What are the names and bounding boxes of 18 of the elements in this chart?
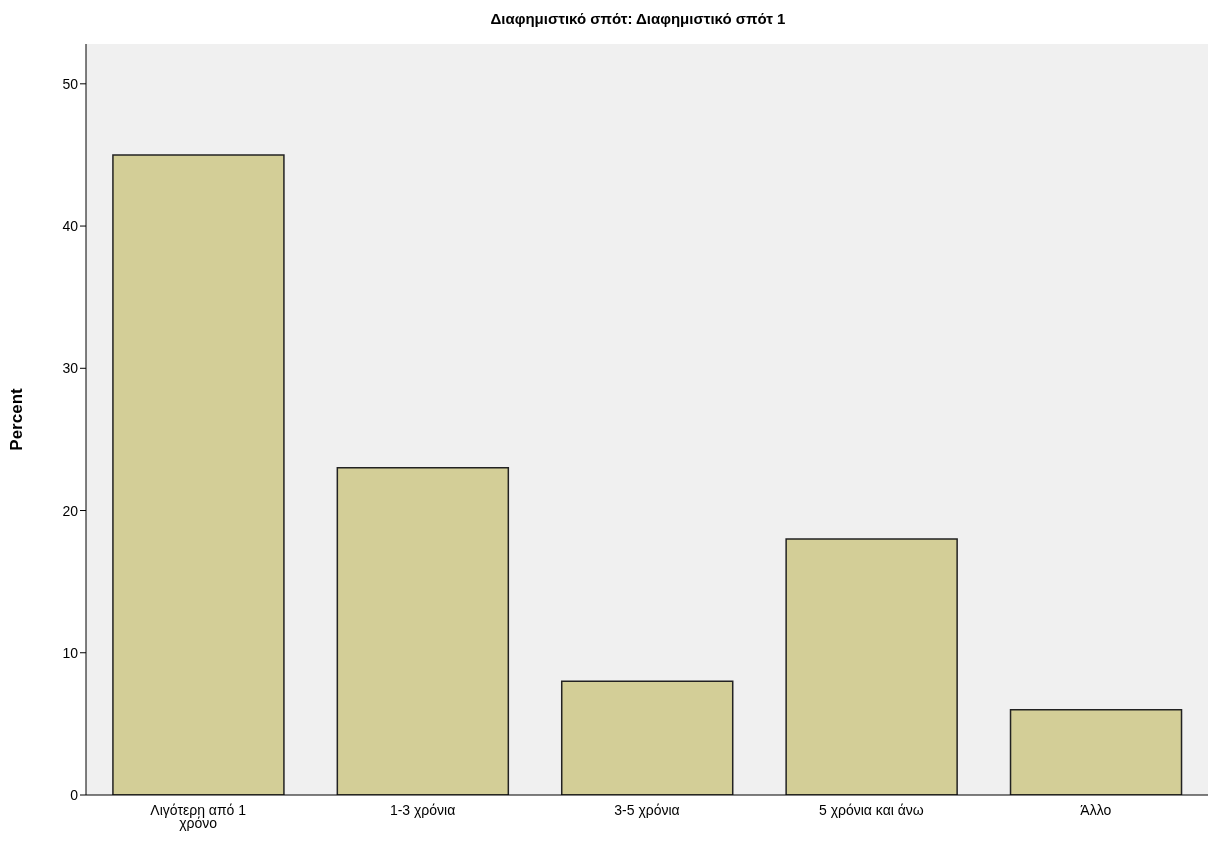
x-tick-label: Λιγότερη από 1 χρόνο bbox=[150, 802, 247, 831]
y-axis-title: Percent bbox=[7, 387, 27, 451]
bar bbox=[336, 467, 510, 795]
bar bbox=[112, 154, 285, 795]
y-tick-label: 40 bbox=[62, 218, 79, 235]
y-tick-label: 0 bbox=[70, 786, 79, 803]
x-tick-label: Άλλο bbox=[1080, 802, 1112, 818]
bar bbox=[1009, 708, 1183, 795]
x-tick-label: 3-5 χρόνια bbox=[614, 802, 680, 818]
y-tick-label: 50 bbox=[62, 75, 79, 92]
chart-title: Διαφημιστικό σπότ: Διαφημιστικό σπότ 1 bbox=[489, 9, 787, 29]
y-tick-label: 10 bbox=[62, 644, 79, 661]
x-tick-label: 1-3 χρόνια bbox=[389, 802, 456, 818]
x-tick-label: 5 χρόνια και άνω bbox=[818, 802, 924, 818]
y-tick-label: 20 bbox=[62, 502, 79, 519]
bar bbox=[560, 680, 734, 795]
bar bbox=[785, 538, 958, 795]
y-tick-label: 30 bbox=[62, 360, 79, 377]
